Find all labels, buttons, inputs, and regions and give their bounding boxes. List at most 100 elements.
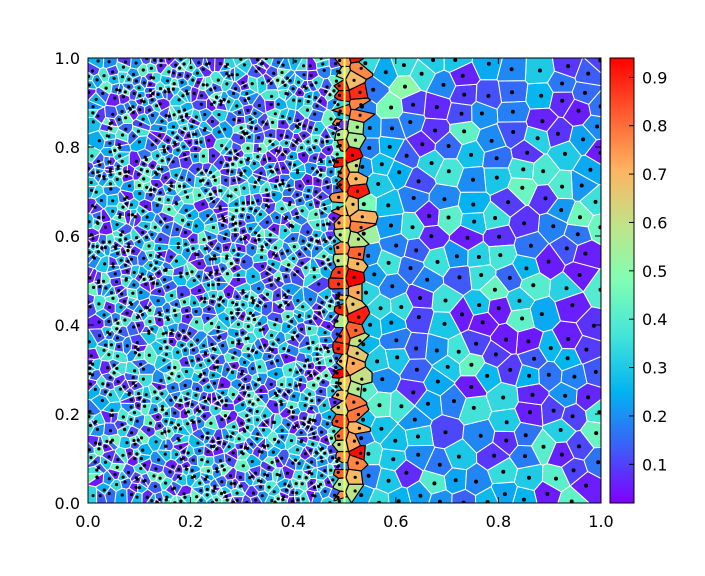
seed-point <box>287 410 291 414</box>
seed-point <box>177 109 181 114</box>
seed-point <box>209 444 214 449</box>
voronoi-cell <box>220 402 236 412</box>
seed-point <box>201 67 205 71</box>
seed-point <box>315 170 319 174</box>
seed-point <box>338 58 342 63</box>
seed-point <box>261 428 266 432</box>
seed-point <box>247 354 251 358</box>
seed-point <box>247 418 251 422</box>
seed-point <box>338 109 342 113</box>
seed-point <box>137 392 141 396</box>
seed-point <box>397 170 402 175</box>
seed-point <box>558 428 563 432</box>
seed-point <box>332 429 336 433</box>
seed-point <box>233 481 237 485</box>
seed-point <box>199 296 204 301</box>
seed-point <box>157 311 161 315</box>
seed-point <box>501 395 506 400</box>
seed-point <box>137 353 141 357</box>
seed-point <box>322 254 326 258</box>
seed-point <box>435 379 440 384</box>
seed-point <box>235 73 239 77</box>
seed-point <box>120 159 124 163</box>
seed-point <box>266 444 270 448</box>
seed-point <box>594 431 599 436</box>
seed-point <box>314 139 318 143</box>
seed-point <box>273 437 277 441</box>
seed-point <box>194 132 198 136</box>
seed-point <box>235 295 239 299</box>
seed-point <box>353 489 357 493</box>
seed-point <box>200 458 204 462</box>
seed-point <box>288 188 292 192</box>
seed-point <box>150 143 154 147</box>
seed-point <box>285 471 290 475</box>
seed-point <box>203 351 207 355</box>
seed-point <box>219 160 223 164</box>
seed-point <box>287 184 291 188</box>
seed-point <box>252 161 256 166</box>
voronoi-cell <box>237 450 251 461</box>
seed-point <box>184 464 188 468</box>
seed-point <box>335 371 339 375</box>
voronoi-cell <box>487 296 513 326</box>
seed-point <box>138 94 142 98</box>
seed-point <box>293 163 297 167</box>
seed-point <box>202 414 206 418</box>
seed-point <box>408 266 413 271</box>
seed-point <box>127 170 131 174</box>
seed-point <box>299 440 303 444</box>
seed-point <box>335 160 340 164</box>
seed-point <box>202 238 206 242</box>
seed-point <box>546 259 551 264</box>
seed-point <box>274 317 279 322</box>
seed-point <box>445 364 450 369</box>
seed-point <box>165 308 169 312</box>
seed-point <box>251 402 255 406</box>
seed-point <box>236 278 240 282</box>
voronoi-cell <box>348 58 366 64</box>
seed-point <box>326 349 330 354</box>
seed-point <box>242 391 247 395</box>
seed-point <box>271 450 275 454</box>
seed-point <box>583 90 587 95</box>
seed-point <box>158 476 162 480</box>
seed-point <box>268 139 272 143</box>
seed-point <box>108 376 112 380</box>
seed-point <box>306 100 310 104</box>
seed-point <box>273 500 277 503</box>
seed-point <box>105 439 109 443</box>
seed-point <box>126 259 130 263</box>
seed-point <box>572 374 577 379</box>
seed-point <box>309 373 313 378</box>
seed-point <box>336 393 340 397</box>
seed-point <box>231 223 235 227</box>
colorbar-gradient <box>610 58 634 503</box>
seed-point <box>223 490 227 494</box>
voronoi-cell <box>379 422 409 452</box>
seed-point <box>364 290 368 295</box>
seed-point <box>316 240 320 244</box>
seed-point <box>97 447 101 451</box>
seed-point <box>598 287 601 292</box>
seed-point <box>107 455 111 459</box>
seed-point <box>206 214 210 218</box>
voronoi-cell <box>152 305 165 317</box>
seed-point <box>210 300 214 304</box>
seed-point <box>272 193 276 197</box>
seed-point <box>217 440 221 444</box>
seed-point <box>315 201 319 205</box>
seed-point <box>106 366 110 370</box>
seed-point <box>145 495 149 499</box>
seed-point <box>563 151 567 156</box>
seed-point <box>183 190 187 194</box>
seed-point <box>359 451 363 455</box>
colorbar-tick-label: 0.6 <box>642 213 667 232</box>
seed-point <box>192 278 196 283</box>
colorbar-tick-label: 0.9 <box>642 68 667 87</box>
seed-point <box>236 273 240 277</box>
seed-point <box>246 324 250 328</box>
y-axis: 0.00.20.40.60.81.0 <box>55 49 601 513</box>
seed-point <box>523 454 527 459</box>
seed-point <box>225 434 229 439</box>
